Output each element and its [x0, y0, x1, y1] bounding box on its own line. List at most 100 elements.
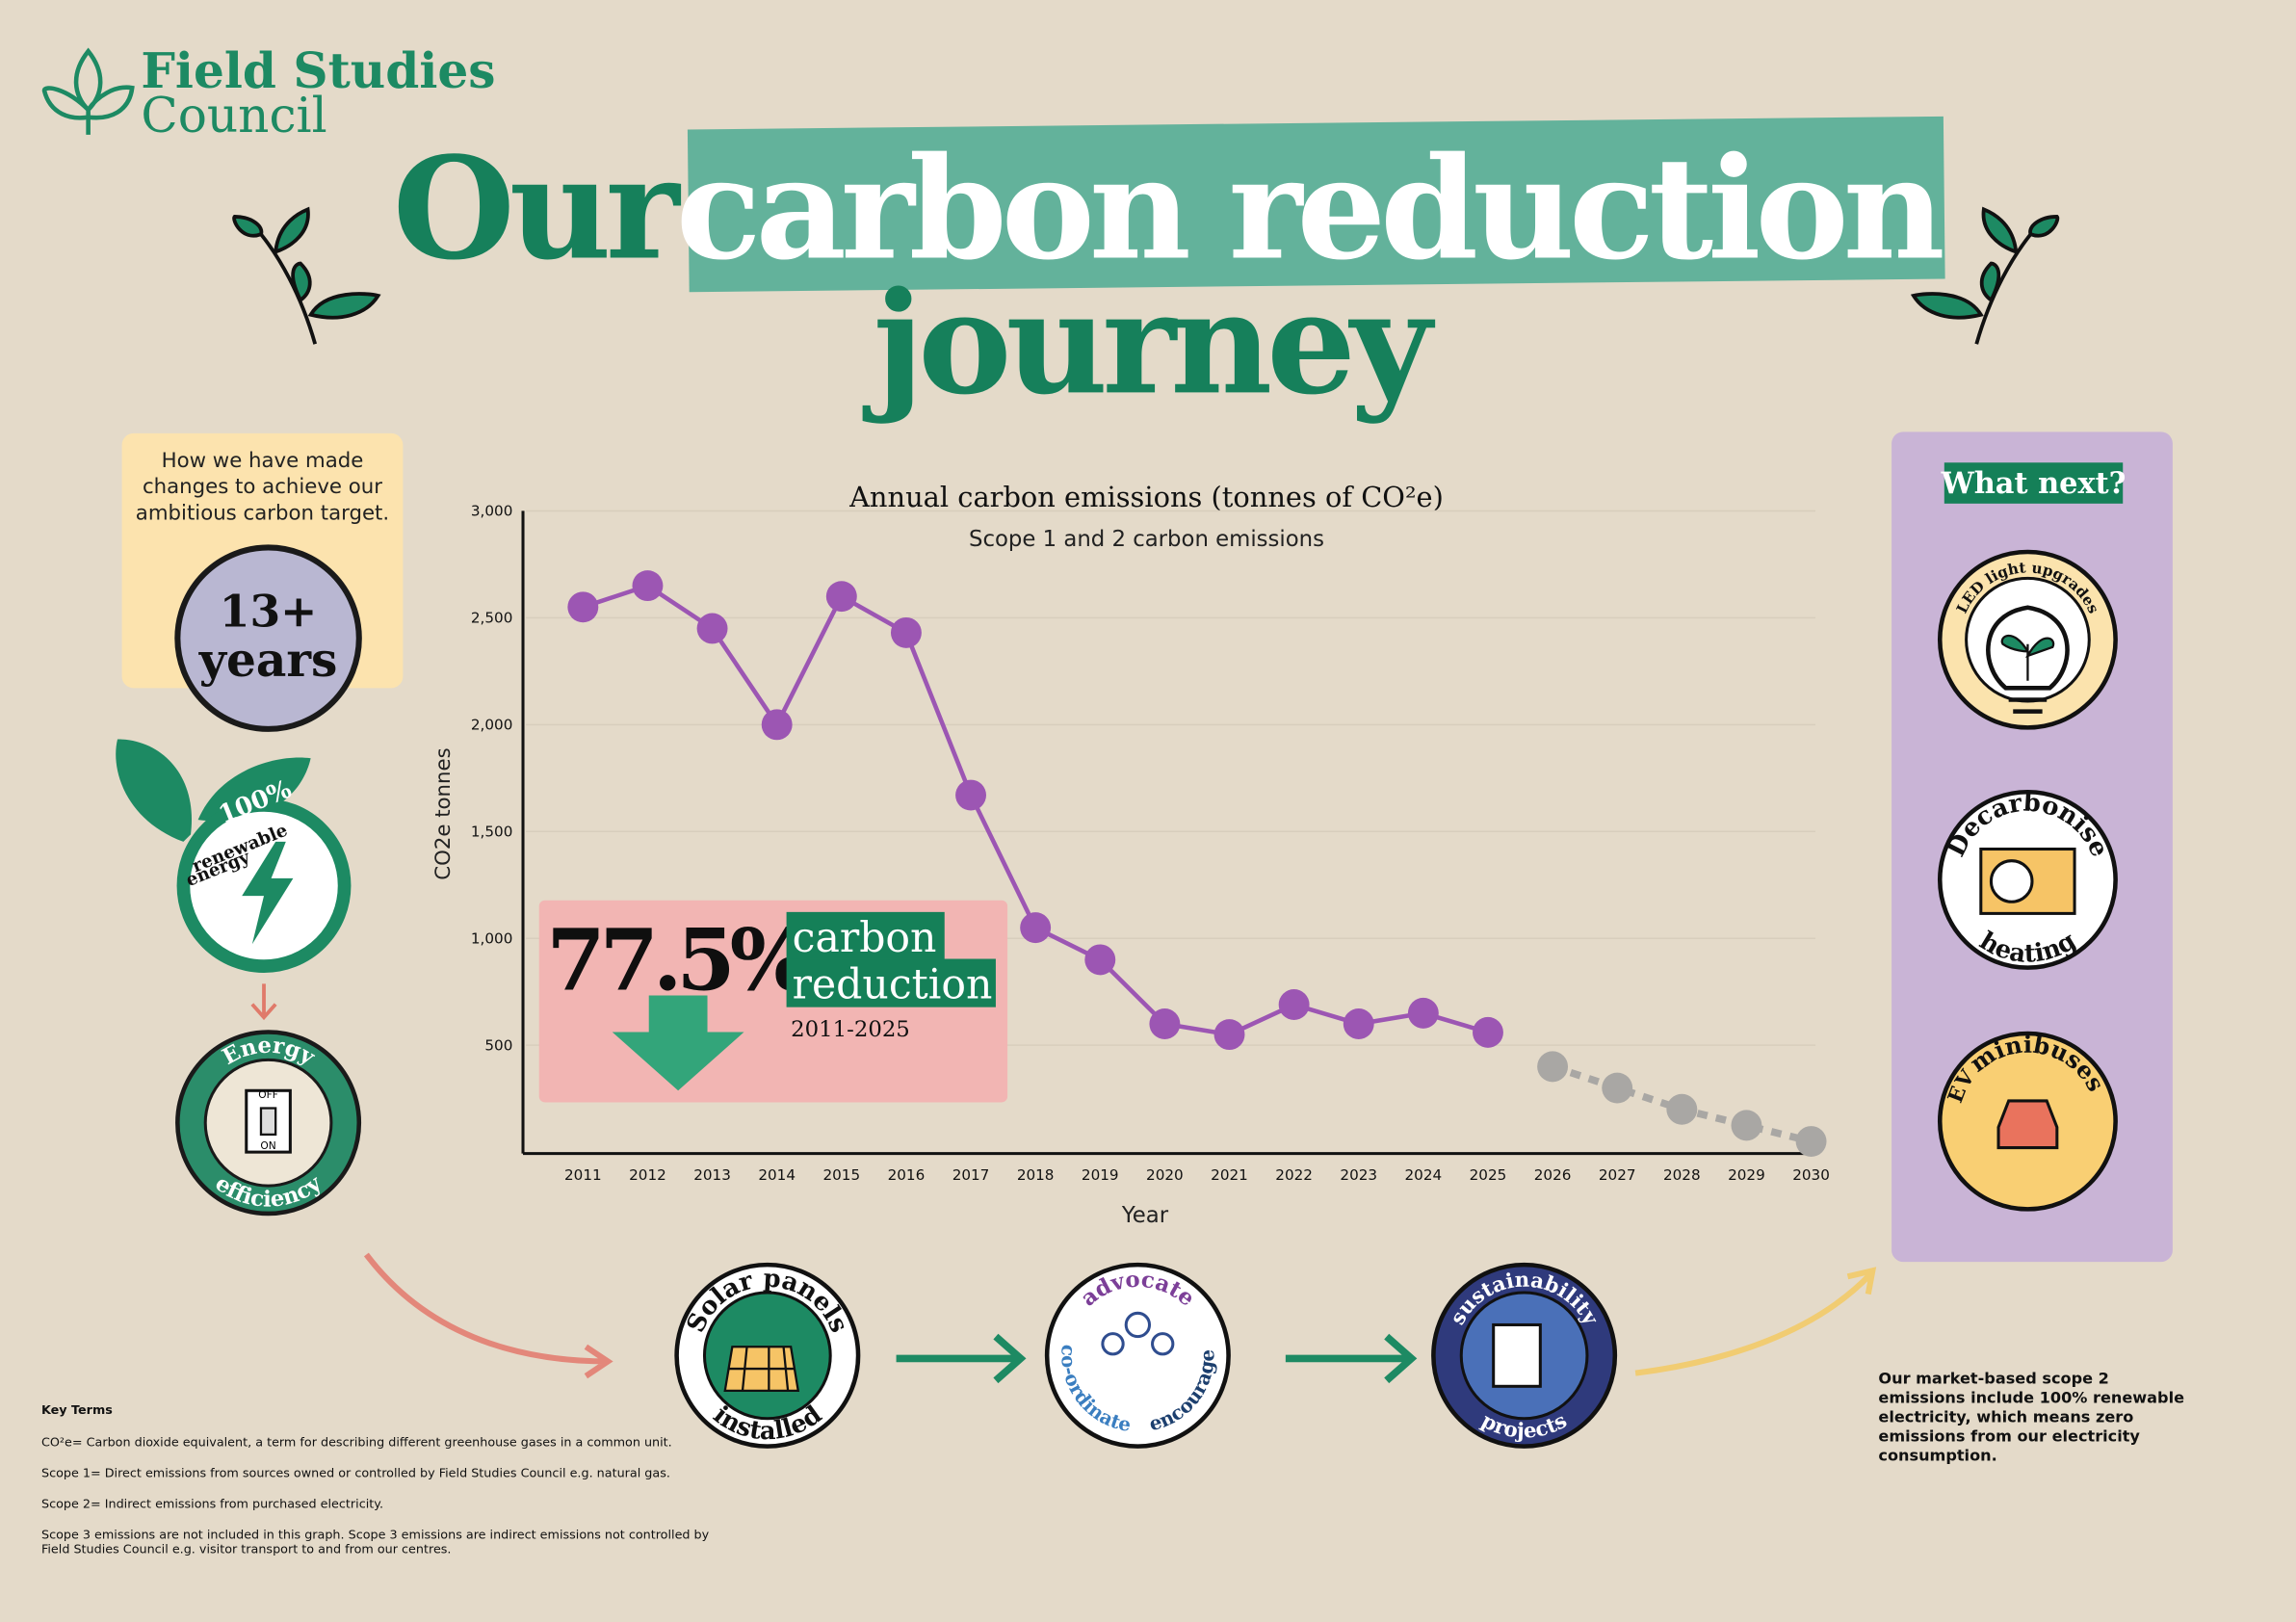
x-tick-label: 2026: [1534, 1166, 1572, 1184]
x-tick-label: 2021: [1211, 1166, 1248, 1184]
intro-line: changes to achieve our: [143, 475, 382, 499]
key-term: CO²e= Carbon dioxide equivalent, a term …: [41, 1436, 672, 1451]
note-line: emissions include 100% renewable: [1878, 1388, 2184, 1406]
arrow: [1285, 1333, 1418, 1384]
data-point: [1149, 1008, 1181, 1039]
renewable-badge: 100% renewable energy: [116, 739, 352, 973]
x-tick-label: 2025: [1470, 1166, 1507, 1184]
y-tick-label: 2,000: [471, 717, 512, 734]
x-tick-label: 2017: [952, 1166, 990, 1184]
x-tick-label: 2030: [1792, 1166, 1830, 1184]
callout: 77.5% carbon reduction 2011-2025: [538, 900, 1008, 1103]
data-point: [1602, 1072, 1633, 1104]
data-point: [567, 591, 599, 623]
data-point: [1795, 1126, 1827, 1157]
data-point: [825, 581, 857, 613]
heading: carbon reduction: [676, 126, 1943, 291]
arrow: [896, 1333, 1027, 1384]
step-badges: [674, 1262, 1618, 1449]
data-point: [1666, 1093, 1698, 1125]
logo: Field Studies Council: [41, 42, 496, 144]
data-point: [761, 709, 793, 741]
note-line: electricity, which means zero: [1878, 1407, 2133, 1426]
label-box: [786, 958, 996, 1007]
years-badge: [174, 544, 362, 732]
data-point: [1537, 1051, 1569, 1083]
heading: journey: [862, 261, 1435, 426]
x-tick-label: 2019: [1082, 1166, 1119, 1184]
logo-text: Council: [141, 87, 326, 144]
down-arrow: [612, 995, 744, 1091]
key-term: Field Studies Council e.g. visitor trans…: [41, 1543, 452, 1557]
callout-figure: 77.5%: [546, 909, 808, 1009]
arrow: [363, 1252, 613, 1379]
intro-line: How we have made: [162, 449, 364, 473]
data-point: [1213, 1019, 1245, 1051]
y-tick-label: 1,500: [471, 824, 512, 841]
x-tick-label: 2013: [693, 1166, 731, 1184]
data-point: [1473, 1016, 1503, 1048]
switch-label: ON: [260, 1139, 275, 1152]
key-term: Scope 3 emissions are not included in th…: [41, 1528, 710, 1542]
x-tick-label: 2022: [1275, 1166, 1313, 1184]
x-tick-label: 2016: [888, 1166, 926, 1184]
x-tick-label: 2024: [1405, 1166, 1443, 1184]
next-badges: [1937, 549, 2118, 1212]
callout-text: reduction: [793, 962, 993, 1009]
data-point: [1278, 989, 1310, 1020]
intro-line: ambitious carbon target.: [136, 502, 389, 526]
label-box: [786, 911, 945, 959]
leaf-decor: [232, 206, 2060, 345]
callout-text: carbon: [793, 915, 937, 962]
x-tick-label: 2027: [1599, 1166, 1636, 1184]
chart-subtitle: Scope 1 and 2 carbon emissions: [969, 527, 1324, 552]
note-line: Our market-based scope 2: [1878, 1369, 2108, 1387]
data-point: [632, 570, 664, 602]
key-term: Scope 1= Direct emissions from sources o…: [41, 1467, 670, 1481]
x-tick-label: 2020: [1146, 1166, 1184, 1184]
arrow: [1634, 1267, 1877, 1376]
key-terms-title: Key Terms: [41, 1403, 113, 1418]
key-term: Scope 2= Indirect emissions from purchas…: [41, 1497, 383, 1511]
data-point: [955, 779, 986, 811]
badge-label: years: [198, 633, 338, 688]
badge-number: 13+: [220, 585, 318, 637]
x-tick-label: 2012: [629, 1166, 666, 1184]
next-title: What next?: [1941, 466, 2126, 501]
label-box: [1944, 462, 2124, 504]
y-tick-label: 1,000: [471, 930, 512, 948]
data-point: [1407, 997, 1439, 1029]
x-tick-label: 2018: [1017, 1166, 1055, 1184]
x-tick-label: 2015: [822, 1166, 860, 1184]
y-tick-label: 2,500: [471, 610, 512, 627]
switch: [259, 1107, 277, 1137]
chart-title: Annual carbon emissions (tonnes of CO²e): [848, 481, 1444, 513]
arrow: [250, 983, 277, 1021]
y-tick-label: 3,000: [471, 503, 512, 520]
heading: Our: [393, 126, 682, 291]
chart: Annual carbon emissions (tonnes of CO²e)…: [431, 481, 1830, 1228]
x-tick-label: 2028: [1663, 1166, 1701, 1184]
data-point: [1731, 1110, 1762, 1141]
key-terms: Key Terms CO²e= Carbon dioxide equivalent…: [41, 1403, 710, 1557]
note-line: emissions from our electricity: [1878, 1426, 2140, 1445]
note-line: consumption.: [1878, 1447, 1996, 1465]
x-tick-label: 2014: [758, 1166, 796, 1184]
y-tick-label: 500: [484, 1036, 512, 1054]
x-tick-label: 2023: [1340, 1166, 1377, 1184]
x-tick-label: 2029: [1728, 1166, 1765, 1184]
highlight-box: [687, 116, 1945, 293]
logo-text: Field Studies: [141, 42, 495, 99]
switch-label: OFF: [258, 1088, 278, 1101]
data-point: [1343, 1008, 1374, 1039]
x-axis-label: Year: [1121, 1203, 1169, 1228]
data-point: [1084, 944, 1116, 976]
x-tick-label: 2011: [564, 1166, 602, 1184]
callout-period: 2011-2025: [791, 1017, 910, 1042]
y-axis-label: CO2e tonnes: [431, 747, 456, 879]
data-point: [696, 613, 728, 644]
data-point: [1020, 912, 1052, 944]
